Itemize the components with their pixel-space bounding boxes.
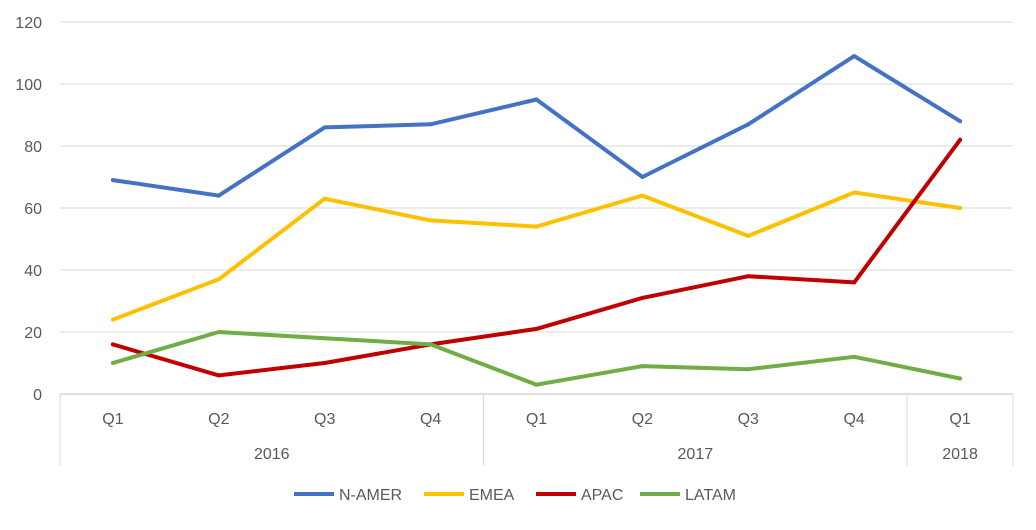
- series-line-emea: [110, 190, 963, 322]
- y-tick-label: 80: [24, 139, 42, 156]
- data-point-emea: [746, 233, 751, 238]
- legend-label-n-amer: N-AMER: [339, 487, 402, 504]
- data-point-apac: [852, 280, 857, 285]
- data-point-emea: [640, 193, 645, 198]
- series-line-n-amer: [110, 54, 963, 198]
- data-point-latam: [958, 376, 963, 381]
- x-tick-label: Q3: [738, 411, 759, 428]
- data-point-emea: [958, 206, 963, 210]
- x-tick-label: Q1: [102, 411, 123, 428]
- data-point-n-amer: [640, 175, 645, 179]
- data-point-apac: [216, 373, 221, 378]
- y-tick-label: 120: [15, 15, 42, 32]
- data-point-apac: [534, 326, 539, 331]
- data-point-apac: [322, 361, 327, 365]
- series-line-apac: [110, 137, 963, 378]
- x-tick-label: Q3: [314, 411, 335, 428]
- data-point-n-amer: [958, 119, 963, 124]
- x-tick-label: Q4: [420, 411, 441, 428]
- data-point-apac: [746, 274, 751, 279]
- x-tick-label: Q1: [949, 411, 970, 428]
- x-tick-label: Q1: [526, 411, 547, 428]
- data-point-n-amer: [534, 97, 539, 102]
- data-point-apac: [640, 295, 645, 300]
- series-line-latam: [110, 330, 963, 387]
- data-point-latam: [428, 342, 433, 347]
- data-point-n-amer: [322, 125, 327, 130]
- x-group-label: 2016: [254, 446, 290, 463]
- data-point-emea: [322, 196, 327, 201]
- data-point-emea: [110, 317, 115, 322]
- x-tick-label: Q2: [208, 411, 229, 428]
- data-point-latam: [534, 382, 539, 387]
- data-point-latam: [322, 336, 327, 341]
- y-tick-label: 60: [24, 201, 42, 218]
- data-point-latam: [746, 367, 751, 372]
- data-point-n-amer: [428, 122, 433, 127]
- data-point-emea: [216, 277, 221, 282]
- data-point-n-amer: [216, 193, 221, 198]
- y-tick-label: 20: [24, 325, 42, 342]
- legend-label-latam: LATAM: [685, 487, 736, 504]
- x-group-label: 2017: [678, 446, 714, 463]
- data-point-apac: [110, 342, 115, 347]
- x-group-label: 2018: [942, 446, 978, 463]
- data-point-latam: [216, 330, 221, 334]
- x-tick-label: Q2: [632, 411, 653, 428]
- data-point-emea: [428, 218, 433, 223]
- x-tick-label: Q4: [843, 411, 864, 428]
- y-tick-label: 40: [24, 263, 42, 280]
- legend-label-emea: EMEA: [469, 487, 515, 504]
- legend-label-apac: APAC: [581, 487, 623, 504]
- data-point-apac: [958, 137, 963, 142]
- data-point-n-amer: [852, 54, 857, 59]
- data-point-n-amer: [110, 178, 115, 183]
- data-point-latam: [852, 354, 857, 359]
- data-point-emea: [852, 190, 857, 195]
- y-tick-label: 100: [15, 77, 42, 94]
- data-point-latam: [110, 361, 115, 365]
- data-point-emea: [534, 224, 539, 229]
- data-point-n-amer: [746, 122, 751, 127]
- data-point-latam: [640, 364, 645, 369]
- y-tick-label: 0: [33, 387, 42, 404]
